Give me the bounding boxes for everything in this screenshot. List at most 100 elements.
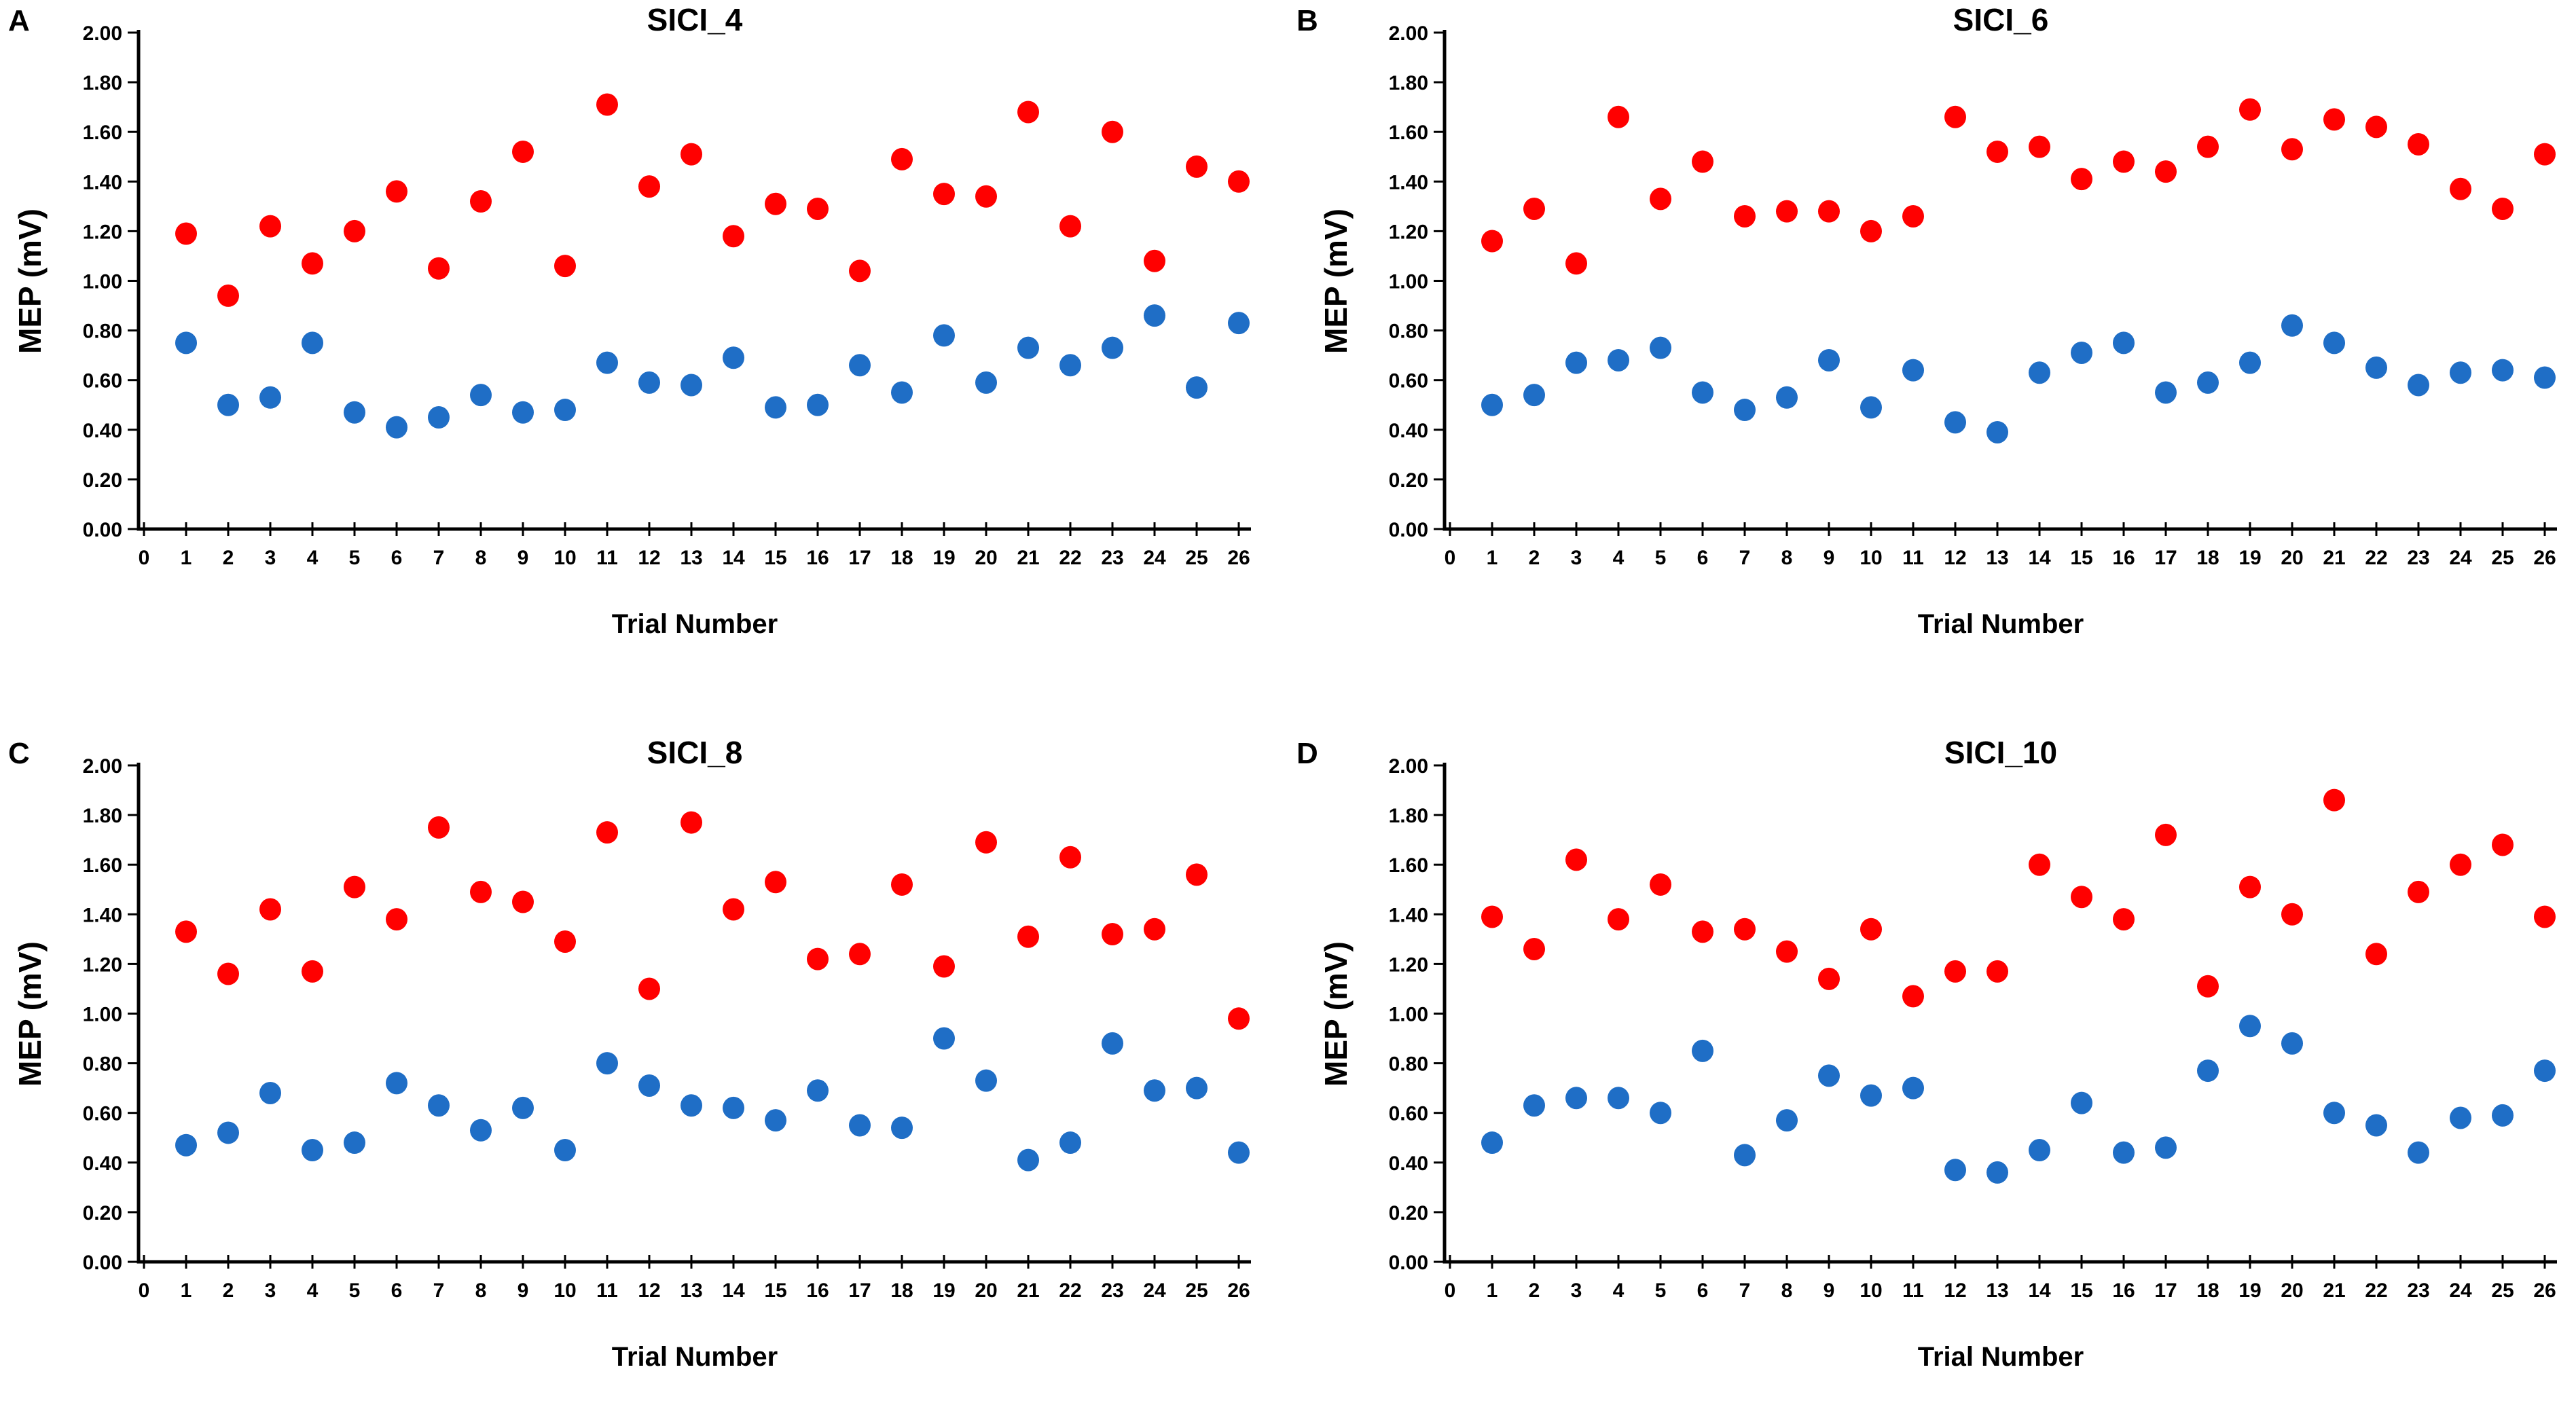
y-tick-label: 1.80: [1389, 72, 1428, 94]
data-point-red-points: [2071, 168, 2092, 191]
data-point-blue-points: [1144, 1079, 1165, 1102]
data-point-red-points: [807, 947, 829, 970]
x-tick-label: 12: [638, 1279, 660, 1302]
y-tick-label: 0.40: [1389, 1152, 1428, 1175]
y-tick-label: 1.80: [83, 72, 122, 94]
data-point-blue-points: [891, 381, 913, 404]
x-tick-label: 2: [1529, 1279, 1540, 1302]
chart-title: SICI_6: [1953, 2, 2049, 37]
x-tick-label: 21: [1017, 547, 1039, 569]
data-point-red-points: [2113, 150, 2135, 173]
data-point-blue-points: [512, 1096, 534, 1119]
data-point-red-points: [638, 977, 660, 1000]
data-point-red-points: [1987, 960, 2008, 983]
data-point-blue-points: [1650, 1102, 1671, 1125]
x-tick-label: 4: [307, 1279, 319, 1302]
data-point-red-points: [217, 962, 239, 985]
data-point-red-points: [302, 252, 323, 275]
data-point-blue-points: [1944, 411, 1966, 434]
x-tick-label: 0: [139, 547, 150, 569]
data-point-red-points: [1186, 863, 1208, 886]
x-tick-label: 13: [680, 1279, 702, 1302]
x-tick-label: 5: [349, 547, 361, 569]
data-point-blue-points: [1481, 1131, 1503, 1155]
data-point-red-points: [975, 185, 997, 208]
data-point-blue-points: [1692, 381, 1713, 404]
data-point-red-points: [1102, 120, 1123, 143]
x-tick-label: 14: [722, 1279, 745, 1302]
data-point-blue-points: [975, 371, 997, 394]
data-point-blue-points: [2534, 1059, 2556, 1083]
data-point-blue-points: [428, 1094, 450, 1117]
data-point-red-points: [1186, 155, 1208, 178]
data-point-red-points: [1860, 918, 1882, 941]
y-tick-label: 0.00: [1389, 519, 1428, 541]
x-tick-label: 2: [223, 1279, 234, 1302]
data-point-blue-points: [2450, 361, 2471, 384]
data-point-blue-points: [1860, 1084, 1882, 1107]
data-point-blue-points: [554, 399, 576, 422]
data-point-red-points: [596, 93, 618, 116]
data-point-blue-points: [596, 1052, 618, 1075]
x-axis-title: Trial Number: [611, 1342, 778, 1372]
x-tick-label: 22: [2365, 547, 2387, 569]
data-point-red-points: [765, 192, 786, 215]
y-tick-label: 1.80: [1389, 805, 1428, 827]
y-tick-label: 0.60: [1389, 370, 1428, 393]
x-tick-label: 5: [349, 1279, 361, 1302]
data-point-blue-points: [1650, 336, 1671, 359]
chart-title: SICI_8: [647, 735, 743, 770]
data-point-red-points: [2534, 905, 2556, 928]
data-point-red-points: [1944, 105, 1966, 128]
data-point-red-points: [1144, 918, 1165, 941]
x-tick-label: 1: [1487, 1279, 1498, 1302]
data-point-blue-points: [681, 374, 702, 397]
data-point-blue-points: [2365, 1114, 2387, 1137]
y-tick-label: 2.00: [1389, 755, 1428, 778]
x-tick-label: 11: [596, 547, 618, 569]
data-point-blue-points: [512, 401, 534, 424]
y-tick-label: 0.80: [1389, 1053, 1428, 1076]
data-point-red-points: [638, 175, 660, 198]
data-point-red-points: [975, 831, 997, 854]
data-point-red-points: [1860, 219, 1882, 242]
data-point-red-points: [1228, 170, 1250, 193]
data-point-blue-points: [1818, 1064, 1840, 1087]
y-tick-label: 0.20: [83, 1202, 122, 1224]
chart-title: SICI_4: [647, 2, 743, 37]
data-point-blue-points: [1902, 359, 1924, 382]
x-tick-label: 7: [433, 1279, 445, 1302]
data-point-red-points: [2323, 788, 2345, 812]
x-tick-label: 12: [1944, 1279, 1966, 1302]
data-point-blue-points: [2492, 359, 2514, 382]
x-tick-label: 1: [181, 547, 192, 569]
x-tick-label: 21: [2323, 1279, 2345, 1302]
x-tick-label: 6: [391, 1279, 403, 1302]
data-point-red-points: [2492, 198, 2514, 221]
data-point-blue-points: [386, 1072, 407, 1095]
data-point-red-points: [723, 898, 744, 921]
x-tick-label: 24: [1143, 547, 1166, 569]
x-tick-label: 21: [2323, 547, 2345, 569]
data-point-blue-points: [2365, 356, 2387, 379]
data-point-red-points: [2492, 833, 2514, 856]
data-point-blue-points: [470, 1119, 492, 1142]
data-point-red-points: [1059, 215, 1081, 238]
data-point-red-points: [891, 147, 913, 170]
data-point-red-points: [1650, 187, 1671, 211]
scatter-plot-sici10: 0.00 0.20 0.40 0.60 0.80 1.00 1.20 1.40 1.60 1.80…: [1389, 755, 2557, 1302]
data-point-red-points: [1987, 140, 2008, 163]
data-point-red-points: [1523, 198, 1545, 221]
y-tick-label: 0.20: [1389, 469, 1428, 492]
x-tick-label: 10: [1860, 1279, 1882, 1302]
data-point-blue-points: [1860, 396, 1882, 419]
x-tick-label: 9: [518, 547, 529, 569]
x-tick-label: 4: [1613, 547, 1625, 569]
data-point-red-points: [681, 811, 702, 834]
data-point-blue-points: [1902, 1076, 1924, 1100]
y-tick-label: 0.80: [83, 321, 122, 343]
x-tick-label: 8: [1781, 547, 1793, 569]
data-point-blue-points: [302, 1139, 323, 1162]
data-point-red-points: [933, 183, 955, 206]
x-tick-label: 6: [391, 547, 403, 569]
